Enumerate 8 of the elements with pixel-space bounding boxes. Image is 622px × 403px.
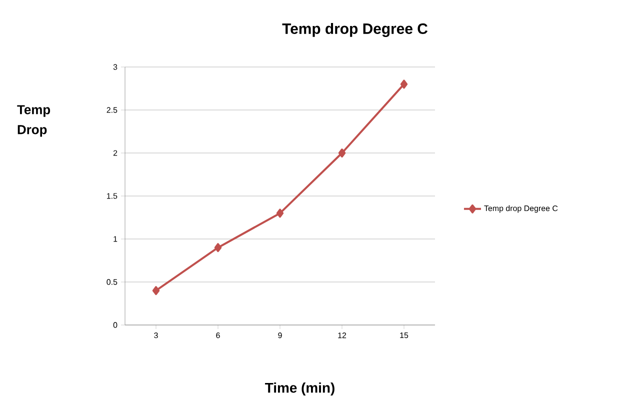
x-axis-title: Time (min) [265,382,334,396]
point [276,208,284,218]
point [338,148,346,158]
y-axis-title: Temp Drop [17,105,50,137]
point [214,243,222,252]
point [400,80,408,89]
point [152,286,160,296]
chart-title: Temp drop Degree C [282,23,428,37]
